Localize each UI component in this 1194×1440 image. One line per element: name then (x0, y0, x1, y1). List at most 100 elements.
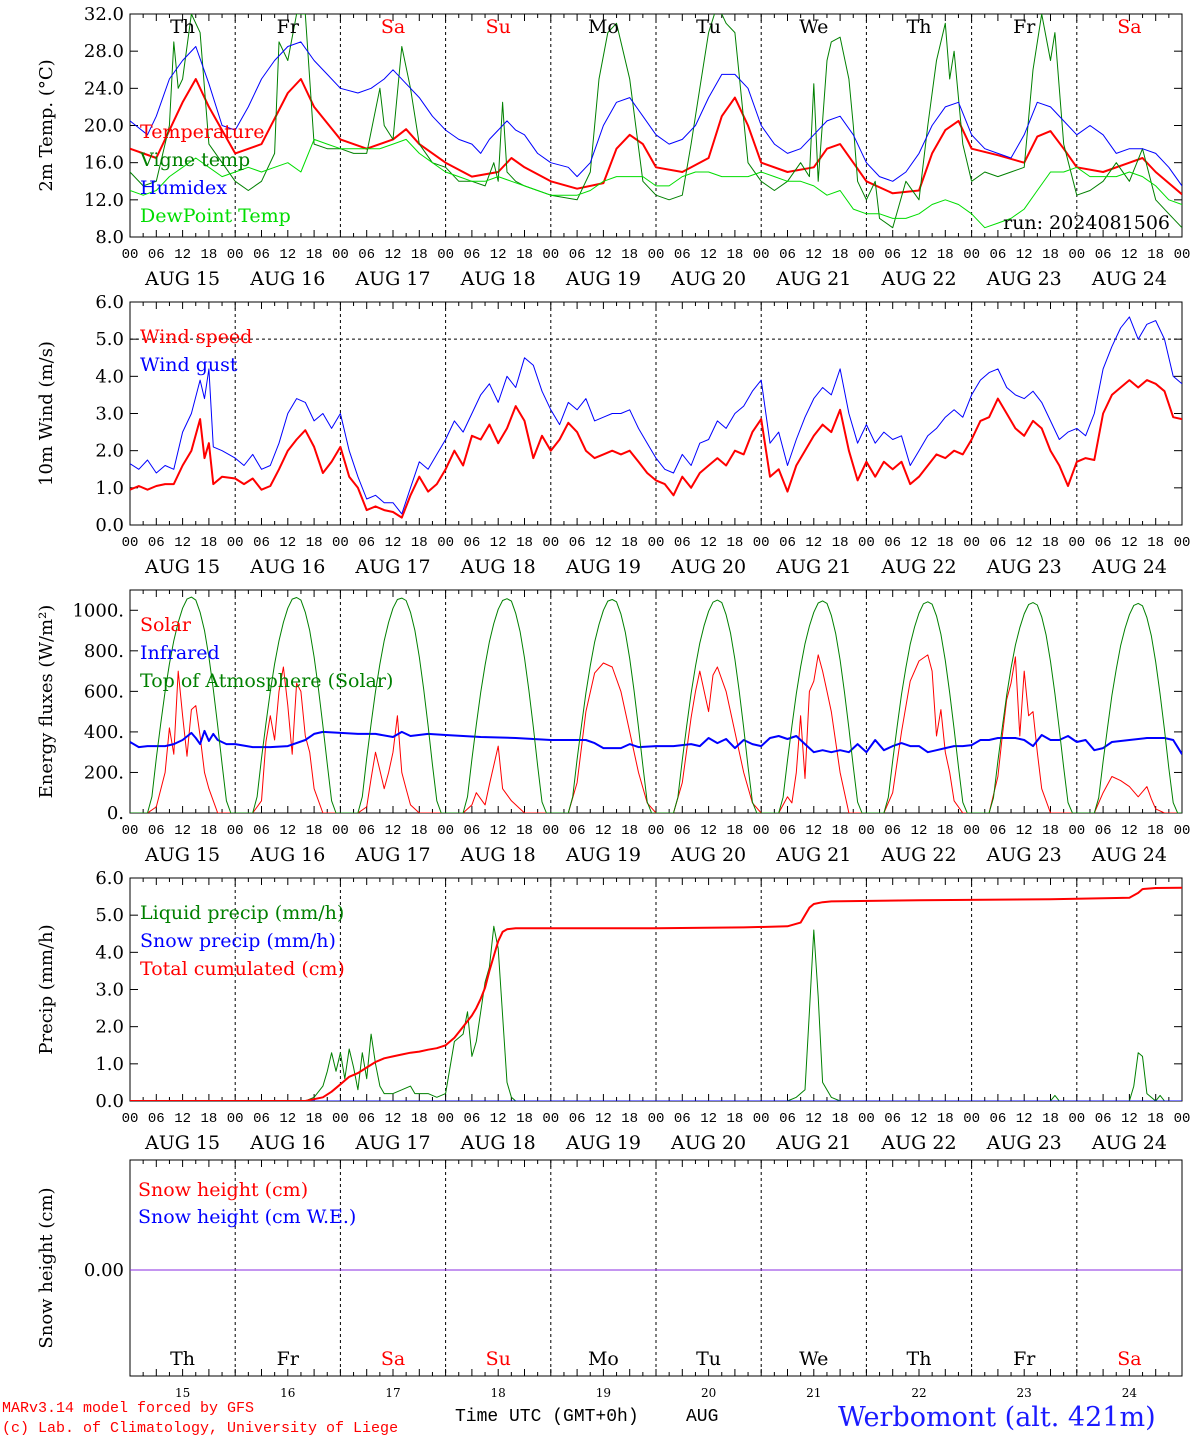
hour-tick-label: 12 (490, 247, 507, 263)
day-name: Sa (1117, 16, 1141, 38)
hour-tick-label: 18 (411, 535, 428, 551)
y-tick-label: 12.0 (84, 190, 124, 211)
date-label: AUG 18 (460, 556, 536, 578)
hour-tick-label: 18 (726, 535, 743, 551)
y-tick-label: 1.0 (95, 478, 124, 499)
day-name: Th (170, 1348, 195, 1370)
hour-tick-label: 18 (1147, 1111, 1164, 1127)
hour-tick-label: 00 (753, 1111, 770, 1127)
hour-tick-label: 06 (569, 1111, 586, 1127)
series-line-solar (130, 654, 1182, 813)
hour-tick-label: 18 (516, 247, 533, 263)
date-label: AUG 23 (986, 268, 1062, 290)
hour-tick-label: 18 (832, 535, 849, 551)
hour-tick-label: 18 (200, 247, 217, 263)
y-tick-label: 0.00 (84, 1260, 124, 1281)
hour-tick-label: 06 (884, 823, 901, 839)
hour-tick-label: 06 (148, 247, 165, 263)
day-name: Su (486, 16, 511, 38)
day-number: 24 (1122, 1386, 1138, 1400)
hour-tick-label: 06 (674, 535, 691, 551)
hour-tick-label: 12 (385, 1111, 402, 1127)
station-label: Werbomont (alt. 421m) (838, 1402, 1156, 1433)
hour-tick-label: 06 (674, 823, 691, 839)
day-name: Mo (588, 1348, 619, 1370)
day-number: 21 (806, 1386, 821, 1400)
y-tick-label: 5.0 (95, 905, 124, 926)
legend-entry: Solar (140, 614, 192, 636)
hour-tick-label: 06 (1095, 823, 1112, 839)
y-tick-label: 4.0 (95, 942, 124, 963)
date-label: AUG 22 (880, 1132, 956, 1154)
legend-entry: Vigne temp (139, 149, 250, 171)
day-name: Mo (588, 16, 619, 38)
hour-tick-label: 12 (1121, 1111, 1138, 1127)
hour-tick-label: 12 (911, 535, 928, 551)
date-label: AUG 15 (144, 268, 220, 290)
y-axis-label: Precip (mm/h) (36, 924, 57, 1054)
hour-tick-label: 00 (648, 535, 665, 551)
day-number: 18 (491, 1386, 506, 1400)
hour-tick-label: 12 (1121, 823, 1138, 839)
hour-tick-label: 06 (148, 1111, 165, 1127)
hour-tick-label: 12 (700, 823, 717, 839)
day-number: 19 (596, 1386, 611, 1400)
hour-tick-label: 18 (726, 1111, 743, 1127)
day-number: 20 (701, 1386, 716, 1400)
day-number: 15 (175, 1386, 190, 1400)
hour-tick-label: 12 (911, 247, 928, 263)
legend-entry: Total cumulated (cm) (140, 958, 345, 980)
series-line-vigne-temp (130, 14, 1182, 229)
hour-tick-label: 06 (674, 1111, 691, 1127)
hour-tick-label: 18 (411, 247, 428, 263)
hour-tick-label: 00 (332, 535, 349, 551)
series-group (130, 316, 1182, 519)
y-axis-label: 10m Wind (m/s) (36, 341, 57, 486)
hour-tick-label: 18 (200, 823, 217, 839)
hour-tick-label: 18 (1147, 247, 1164, 263)
day-number: 17 (385, 1386, 400, 1400)
model-label: MARv3.14 model forced by GFS (2, 1400, 255, 1417)
hour-tick-label: 00 (332, 1111, 349, 1127)
hour-tick-label: 12 (805, 823, 822, 839)
y-axis-label: Energy fluxes (W/m²) (36, 605, 57, 799)
hour-tick-label: 06 (253, 247, 270, 263)
date-label: AUG 24 (1091, 1132, 1167, 1154)
hour-tick-label: 12 (279, 247, 296, 263)
date-label: AUG 19 (565, 1132, 641, 1154)
day-name: Th (907, 16, 932, 38)
hour-tick-label: 18 (516, 823, 533, 839)
hour-tick-label: 12 (279, 1111, 296, 1127)
y-tick-label: 400. (84, 722, 124, 743)
legend-entry: Wind speed (140, 326, 252, 348)
y-tick-label: 2.0 (95, 1017, 124, 1038)
date-label: AUG 17 (354, 556, 430, 578)
hour-tick-label: 00 (122, 535, 139, 551)
hour-tick-label: 06 (989, 535, 1006, 551)
hour-tick-label: 12 (1016, 1111, 1033, 1127)
legend-entry: Wind gust (140, 354, 238, 376)
hour-tick-label: 18 (937, 247, 954, 263)
hour-tick-label: 06 (463, 535, 480, 551)
hour-tick-label: 12 (174, 247, 191, 263)
hour-tick-label: 18 (726, 247, 743, 263)
hour-tick-label: 18 (1042, 535, 1059, 551)
hour-tick-label: 06 (779, 247, 796, 263)
legend-entry: Infrared (140, 642, 220, 664)
date-label: AUG 15 (144, 1132, 220, 1154)
day-name: Sa (381, 1348, 405, 1370)
credit-label: (c) Lab. of Climatology, University of L… (2, 1420, 399, 1437)
hour-tick-label: 18 (937, 535, 954, 551)
series-line-infrared (130, 729, 1182, 755)
legend-entry: Snow precip (mm/h) (140, 930, 336, 952)
hour-tick-label: 18 (726, 823, 743, 839)
series-line-humidex (130, 41, 1182, 187)
hour-tick-label: 00 (1068, 247, 1085, 263)
hour-tick-label: 00 (963, 1111, 980, 1127)
hour-tick-label: 18 (1147, 535, 1164, 551)
hour-tick-label: 00 (437, 823, 454, 839)
y-tick-label: 800. (84, 641, 124, 662)
y-tick-label: 28.0 (84, 41, 124, 62)
y-tick-label: 6.0 (95, 868, 124, 889)
y-tick-label: 4.0 (95, 366, 124, 387)
